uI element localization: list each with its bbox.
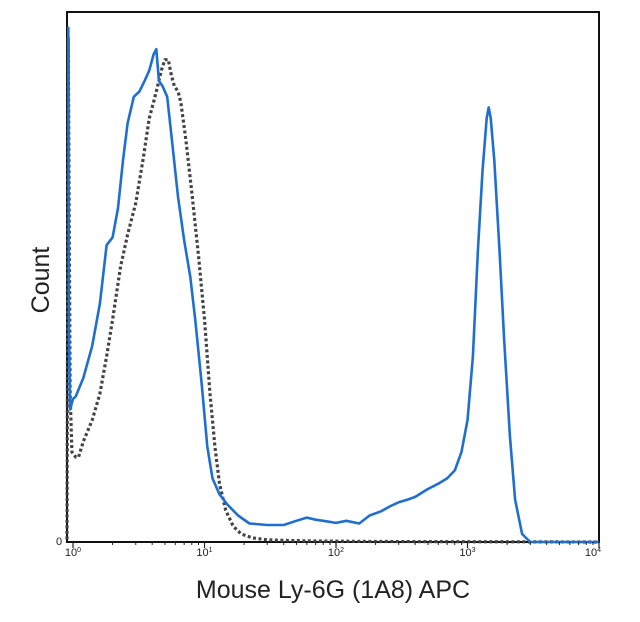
x-tick-label: 103: [459, 547, 475, 559]
series-layer: [65, 26, 600, 544]
x-axis-title: Mouse Ly-6G (1A8) APC: [196, 576, 470, 604]
x-tick-label: 100: [65, 547, 81, 559]
y-axis-zero-label: 0: [56, 536, 62, 548]
x-axis-ticks: 100 101 102 103 104: [65, 542, 601, 559]
series-line-isotype-control: [65, 36, 600, 544]
plot-frame: [66, 11, 600, 543]
x-tick-label: 102: [328, 547, 344, 559]
series-line-stained: [67, 26, 599, 544]
x-tick-label: 101: [196, 547, 212, 559]
y-axis-title: Count: [27, 247, 55, 314]
x-tick-label: 104: [585, 547, 601, 559]
